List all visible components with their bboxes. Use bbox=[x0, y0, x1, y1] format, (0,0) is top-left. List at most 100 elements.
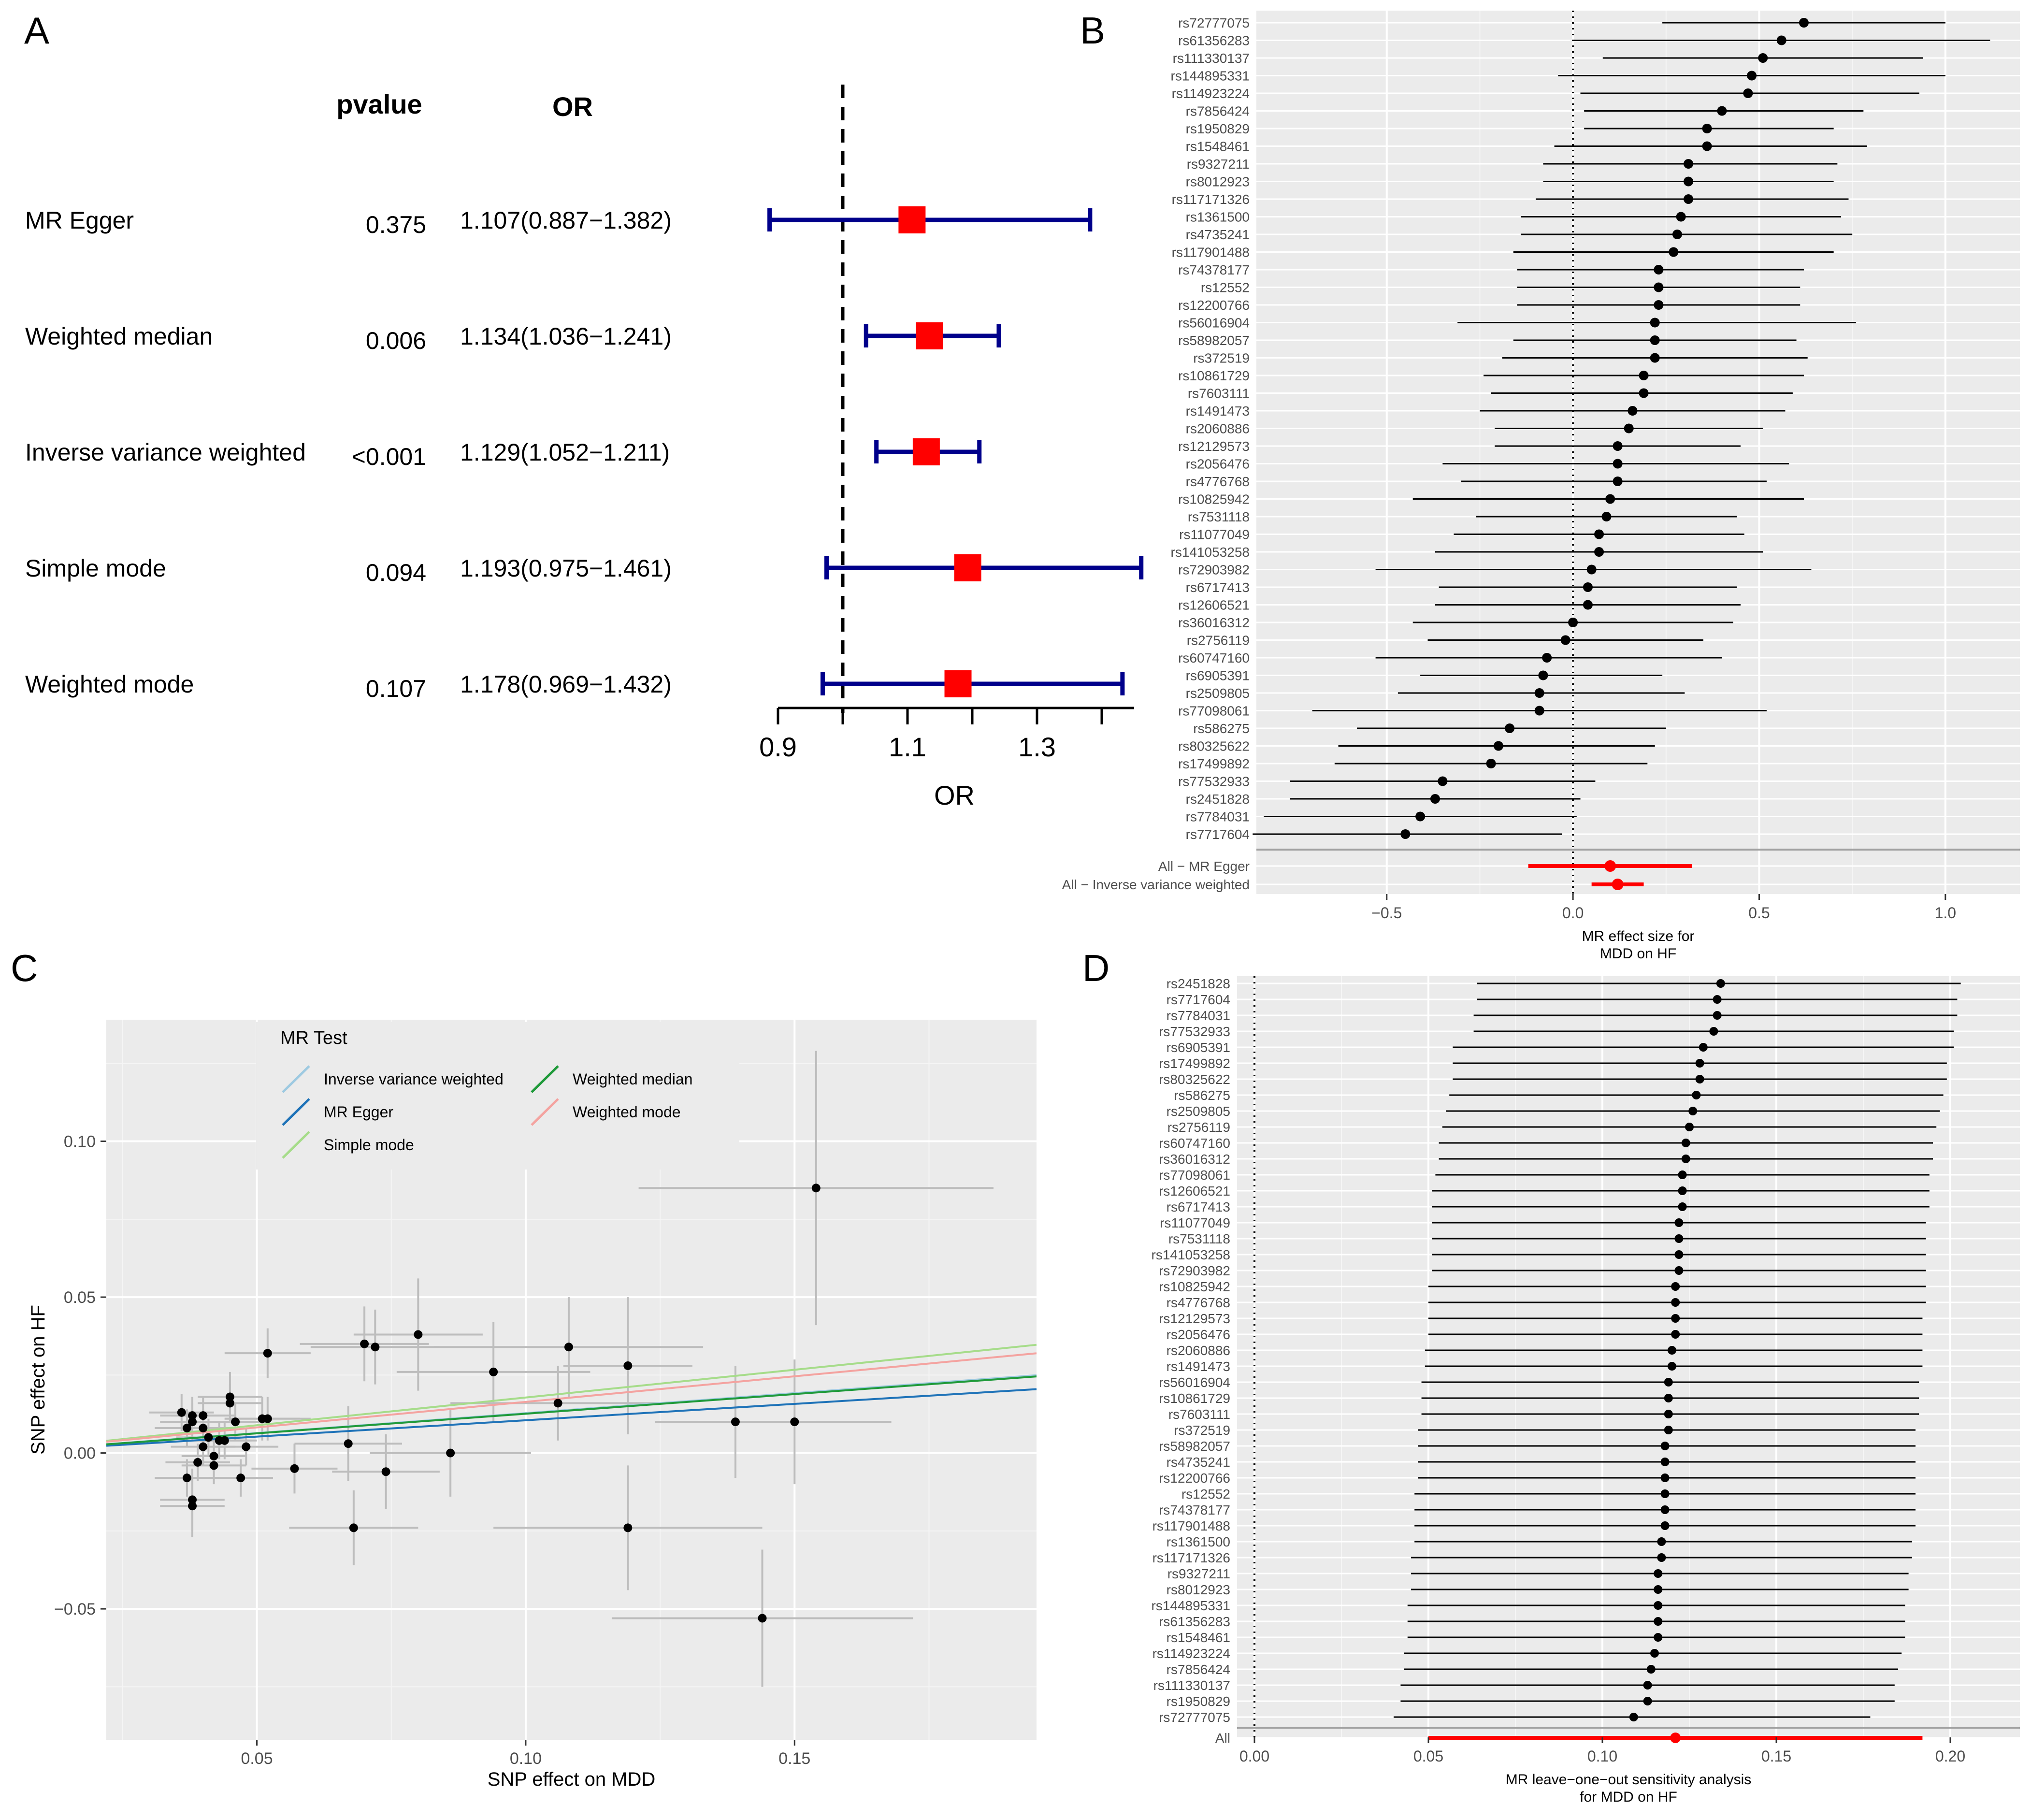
x-tick-label: 0.05 bbox=[1413, 1748, 1443, 1765]
snp-label: rs6905391 bbox=[1167, 1040, 1230, 1055]
snp-effect-point bbox=[1660, 1521, 1670, 1530]
snp-label: rs1548461 bbox=[1186, 139, 1250, 154]
snp-effect-point bbox=[1438, 776, 1448, 786]
snp-label: rs6717413 bbox=[1186, 580, 1250, 595]
snp-effect-point bbox=[1601, 512, 1612, 521]
method-label: Inverse variance weighted bbox=[25, 439, 306, 466]
snp-effect-point bbox=[1624, 423, 1634, 433]
x-tick-label: 0.10 bbox=[1587, 1748, 1617, 1765]
snp-label: rs111330137 bbox=[1173, 51, 1250, 66]
snp-label: rs117171326 bbox=[1172, 192, 1250, 207]
summary-label: All − Inverse variance weighted bbox=[1062, 877, 1250, 892]
snp-point bbox=[381, 1467, 390, 1476]
snp-effect-point bbox=[1583, 600, 1593, 610]
snp-label: rs117901488 bbox=[1172, 245, 1250, 260]
snp-effect-point bbox=[1747, 71, 1757, 81]
snp-label: rs2509805 bbox=[1186, 686, 1250, 701]
snp-effect-point bbox=[1657, 1553, 1666, 1562]
snp-effect-point bbox=[1660, 1458, 1670, 1466]
snp-label: rs2060886 bbox=[1167, 1343, 1230, 1358]
pvalue-value: 0.094 bbox=[366, 559, 426, 586]
snp-effect-point bbox=[1654, 265, 1664, 274]
snp-effect-point bbox=[1671, 1330, 1680, 1339]
snp-point bbox=[188, 1411, 197, 1420]
or-ci-text: 1.134(1.036−1.241) bbox=[460, 323, 672, 350]
or-ci-text: 1.129(1.052−1.211) bbox=[460, 439, 670, 466]
snp-effect-point bbox=[1650, 318, 1660, 328]
snp-label: rs10861729 bbox=[1159, 1391, 1230, 1406]
x-tick-label: 1.3 bbox=[1018, 732, 1056, 762]
snp-point bbox=[489, 1367, 498, 1376]
snp-label: rs117901488 bbox=[1152, 1518, 1230, 1533]
snp-label: rs2509805 bbox=[1167, 1104, 1230, 1119]
snp-effect-point bbox=[1671, 1282, 1680, 1291]
snp-label: rs74378177 bbox=[1178, 262, 1250, 277]
or-point bbox=[898, 206, 926, 233]
snp-label: rs60747160 bbox=[1159, 1136, 1230, 1151]
panel-a-forest-plot: MR Egger 0.375 1.107(0.887−1.382) Weighted … bbox=[25, 85, 1144, 762]
snp-label: rs1491473 bbox=[1167, 1359, 1230, 1374]
snp-effect-point bbox=[1613, 441, 1623, 451]
snp-label: rs12200766 bbox=[1178, 298, 1250, 313]
pvalue-value: 0.006 bbox=[366, 327, 426, 354]
snp-label: rs7717604 bbox=[1167, 992, 1230, 1007]
snp-effect-point bbox=[1643, 1681, 1652, 1690]
snp-effect-point bbox=[1695, 1075, 1704, 1083]
snp-point bbox=[199, 1411, 208, 1420]
method-label: Simple mode bbox=[25, 555, 166, 582]
snp-effect-point bbox=[1505, 723, 1515, 733]
snp-effect-point bbox=[1681, 1139, 1690, 1147]
snp-effect-point bbox=[1534, 688, 1544, 698]
regression-line bbox=[106, 1343, 1037, 1442]
snp-label: rs77098061 bbox=[1178, 704, 1250, 719]
snp-effect-point bbox=[1568, 618, 1578, 627]
snp-effect-point bbox=[1664, 1394, 1673, 1402]
legend-key bbox=[282, 1098, 310, 1126]
snp-effect-point bbox=[1671, 1298, 1680, 1307]
snp-label: rs4776768 bbox=[1186, 474, 1250, 489]
snp-label: rs372519 bbox=[1174, 1423, 1230, 1438]
snp-label: rs12552 bbox=[1181, 1487, 1230, 1502]
snp-label: rs1361500 bbox=[1167, 1534, 1230, 1549]
snp-effect-point bbox=[1716, 979, 1725, 988]
snp-effect-point bbox=[1586, 564, 1597, 575]
snp-effect-point bbox=[1674, 1234, 1684, 1243]
snp-label: rs9327211 bbox=[1187, 157, 1250, 172]
regression-line bbox=[106, 1388, 1037, 1447]
snp-point bbox=[188, 1417, 197, 1427]
snp-effect-point bbox=[1493, 741, 1503, 751]
snp-label: rs141053258 bbox=[1152, 1247, 1230, 1262]
snp-label: rs7603111 bbox=[1188, 386, 1250, 401]
snp-effect-point bbox=[1594, 547, 1604, 557]
snp-point bbox=[199, 1442, 208, 1451]
snp-effect-point bbox=[1628, 406, 1638, 416]
snp-effect-point bbox=[1646, 1665, 1656, 1674]
snp-point bbox=[758, 1614, 767, 1623]
snp-point bbox=[182, 1423, 191, 1432]
snp-label: rs4735241 bbox=[1186, 227, 1250, 242]
snp-effect-point bbox=[1654, 1601, 1663, 1610]
x-axis-label-line1: MR leave−one−out sensitivity analysis bbox=[1506, 1772, 1752, 1788]
snp-effect-point bbox=[1717, 106, 1727, 116]
summary-label: All bbox=[1215, 1731, 1230, 1746]
snp-label: rs77532933 bbox=[1178, 774, 1250, 789]
summary-point bbox=[1670, 1733, 1681, 1743]
snp-effect-point bbox=[1674, 1266, 1684, 1275]
snp-effect-point bbox=[1629, 1713, 1638, 1721]
snp-label: rs2056476 bbox=[1167, 1327, 1230, 1342]
snp-effect-point bbox=[1681, 1155, 1690, 1163]
snp-effect-point bbox=[1684, 159, 1694, 169]
snp-effect-point bbox=[1678, 1170, 1687, 1179]
snp-effect-point bbox=[1534, 706, 1544, 716]
summary-point bbox=[1604, 860, 1616, 872]
snp-label: rs8012923 bbox=[1167, 1582, 1230, 1597]
summary-label: All − MR Egger bbox=[1158, 859, 1250, 874]
snp-effect-point bbox=[1639, 388, 1649, 398]
snp-label: rs72903982 bbox=[1178, 563, 1250, 578]
snp-point bbox=[731, 1417, 740, 1427]
legend-label: MR Egger bbox=[324, 1103, 393, 1121]
snp-effect-point bbox=[1605, 494, 1615, 504]
x-axis-label: SNP effect on MDD bbox=[488, 1769, 656, 1790]
snp-effect-point bbox=[1650, 353, 1660, 363]
